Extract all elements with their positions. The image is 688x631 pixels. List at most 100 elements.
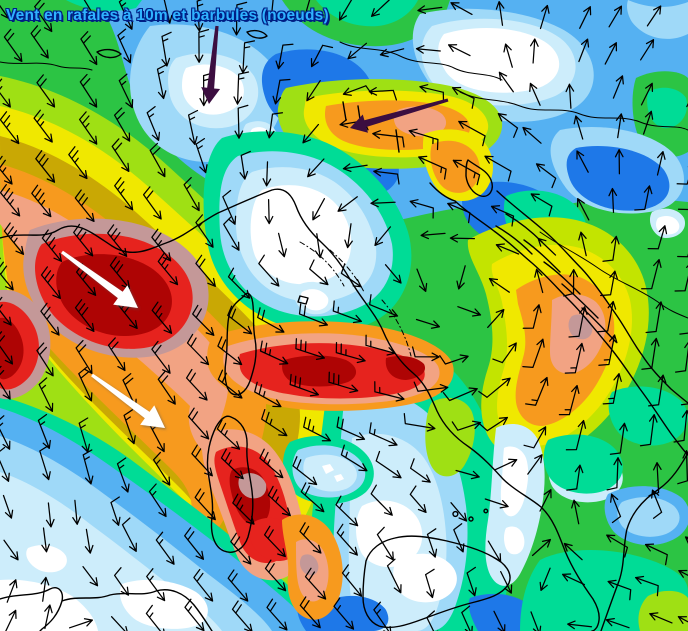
wind-barb <box>408 128 439 151</box>
wind-barb <box>233 71 250 105</box>
wind-barb <box>370 0 390 17</box>
coastline-adriatic-west <box>454 200 688 456</box>
wind-barb <box>6 579 18 603</box>
wind-barb <box>644 543 668 566</box>
wind-barb <box>451 86 475 109</box>
gust-calm-core <box>504 526 525 555</box>
wind-barb <box>187 407 210 440</box>
wind-barb <box>488 277 510 293</box>
wind-barb <box>0 446 10 482</box>
white-flow-arrow-1 <box>61 250 138 308</box>
wind-barb <box>563 542 583 561</box>
island-corsica <box>224 292 257 396</box>
wind-barb <box>571 499 580 525</box>
wind-barb <box>110 616 128 631</box>
wind-barb <box>573 115 584 140</box>
wind-barb <box>615 113 625 139</box>
gust-calm-core <box>393 553 457 603</box>
wind-barb <box>634 185 653 211</box>
wind-barb <box>522 338 545 369</box>
wind-barb <box>36 74 56 108</box>
wind-barb <box>223 216 240 251</box>
wind-barb <box>73 223 94 257</box>
wind-barb <box>531 538 552 557</box>
wind-barb <box>227 305 253 335</box>
wind-barb <box>301 0 311 21</box>
wind-barb <box>684 536 688 545</box>
wind-barb <box>566 464 584 491</box>
wind-barb <box>40 302 60 336</box>
wind-barb <box>641 337 660 370</box>
wind-barb <box>328 371 359 394</box>
wind-barb <box>107 337 126 372</box>
wind-barb <box>257 307 285 333</box>
wind-barb <box>110 496 121 526</box>
wind-barb <box>342 163 368 173</box>
wind-barb <box>606 534 629 558</box>
wind-barb <box>38 377 54 413</box>
wind-barb <box>3 222 25 255</box>
wind-barb <box>0 296 12 326</box>
wind-barb <box>337 196 358 212</box>
wind-barb <box>0 4 10 19</box>
wind-barb <box>340 263 362 288</box>
wind-barb <box>495 243 520 255</box>
wind-barb <box>484 498 509 509</box>
wind-barb <box>529 38 539 64</box>
alpine-lakes <box>96 29 400 153</box>
wind-barb <box>216 419 241 450</box>
coastline-croatia <box>496 190 688 404</box>
wind-barb <box>426 610 439 631</box>
gust-calm-core <box>300 289 329 311</box>
wind-barb <box>447 202 471 224</box>
wind-barb <box>372 130 405 148</box>
map-title: Vent en rafales à 10m et barbules (noeud… <box>6 7 329 24</box>
wind-barb <box>5 609 17 631</box>
wind-barb <box>656 150 666 176</box>
wind-barb <box>187 109 199 145</box>
wind-barb <box>220 448 244 480</box>
wind-barb <box>272 78 291 105</box>
wind-barb <box>75 263 97 296</box>
wind-barb <box>409 199 434 219</box>
aeolian-islands <box>452 508 489 522</box>
wind-barb <box>561 573 586 586</box>
gust-contour <box>543 434 623 494</box>
wind-barb <box>41 527 50 553</box>
wind-barb <box>341 564 363 597</box>
wind-barb <box>563 268 579 297</box>
wind-barb <box>409 458 431 483</box>
wind-barb <box>576 150 589 173</box>
gust-contour <box>425 397 475 477</box>
wind-barb <box>456 265 466 290</box>
wind-barb <box>265 112 284 139</box>
wind-barb <box>227 569 249 602</box>
wind-barb <box>157 371 176 405</box>
wind-barb <box>299 596 321 629</box>
gust-contour <box>627 0 688 39</box>
wind-barb <box>608 187 618 214</box>
wind-barb <box>113 107 131 142</box>
wind-barb <box>484 155 512 182</box>
country-borders <box>0 41 688 319</box>
white-flow-arrow-2 <box>91 373 165 428</box>
wind-barb <box>151 228 172 262</box>
wind-barb <box>40 266 61 300</box>
wind-barb <box>530 193 553 217</box>
wind-barb <box>295 338 326 361</box>
wind-barb <box>114 177 134 211</box>
wind-barb <box>152 451 171 486</box>
wind-barb <box>184 598 205 631</box>
wind-barb <box>183 176 200 212</box>
wind-barb <box>647 225 668 250</box>
gust-contour <box>303 454 357 492</box>
wind-barb <box>292 456 318 486</box>
wind-barb <box>417 5 443 14</box>
wind-barb <box>145 604 165 631</box>
gust-contour <box>66 0 142 11</box>
wind-barb <box>31 184 52 218</box>
wind-barb <box>674 341 688 373</box>
wind-barb <box>606 457 623 491</box>
wind-barb <box>439 354 469 365</box>
